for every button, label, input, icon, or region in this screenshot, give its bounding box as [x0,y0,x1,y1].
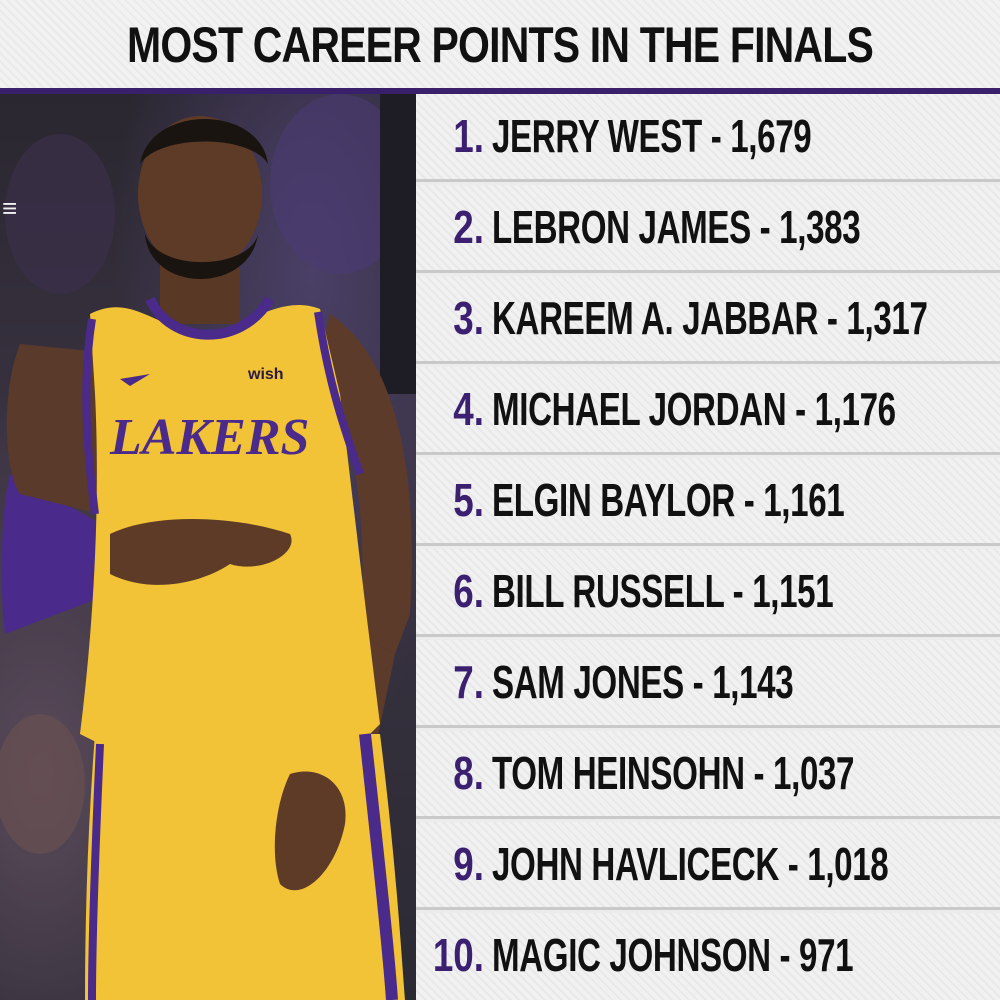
list-item: 10. MAGIC JOHNSON - 971 [416,913,1000,1000]
list-item: 5. ELGIN BAYLOR - 1,161 [416,458,1000,546]
list-item: 9. JOHN HAVLICECK - 1,018 [416,822,1000,910]
swoosh-icon [120,374,150,386]
player-entry: SAM JONES - 1,143 [492,656,794,708]
player-entry: KAREEM A. JABBAR - 1,317 [492,292,928,344]
rank-number: 6. [453,565,484,617]
page-title: MOST CAREER POINTS IN THE FINALS [127,17,874,73]
player-entry: JOHN HAVLICECK - 1,018 [492,838,889,890]
header-divider [0,88,1000,94]
player-entry: MICHAEL JORDAN - 1,176 [492,383,896,435]
jersey-sponsor-text: wish [247,366,284,383]
list-item: 2. LEBRON JAMES - 1,383 [416,185,1000,273]
player-entry: LEBRON JAMES - 1,383 [492,201,861,253]
rankings-list: 1. JERRY WEST - 1,679 2. LEBRON JAMES - … [416,94,1000,1000]
player-entry: ELGIN BAYLOR - 1,161 [492,474,845,526]
player-entry: BILL RUSSELL - 1,151 [492,565,834,617]
list-item: 6. BILL RUSSELL - 1,151 [416,549,1000,637]
player-entry: MAGIC JOHNSON - 971 [492,929,854,981]
rank-number: 3. [453,292,484,344]
rank-number: 1. [453,110,484,162]
rank-number: 10. [432,929,484,981]
brand-logo-icon: ≡ [2,193,18,223]
player-entry: TOM HEINSOHN - 1,037 [492,747,855,799]
list-item: 4. MICHAEL JORDAN - 1,176 [416,367,1000,455]
rank-number: 7. [453,656,484,708]
rank-number: 9. [453,838,484,890]
list-item: 3. KAREEM A. JABBAR - 1,317 [416,276,1000,364]
list-item: 8. TOM HEINSOHN - 1,037 [416,731,1000,819]
rank-number: 2. [453,201,484,253]
rank-number: 8. [453,747,484,799]
jersey-lakers-text: LAKERS [109,409,309,466]
header-banner: MOST CAREER POINTS IN THE FINALS [0,0,1000,88]
rank-number: 5. [453,474,484,526]
player-illustration: LAKERS wish [0,94,416,1000]
rank-number: 4. [453,383,484,435]
player-photo: LAKERS wish ≡ [0,94,416,1000]
list-item: 1. JERRY WEST - 1,679 [416,94,1000,182]
list-item: 7. SAM JONES - 1,143 [416,640,1000,728]
player-entry: JERRY WEST - 1,679 [492,110,812,162]
